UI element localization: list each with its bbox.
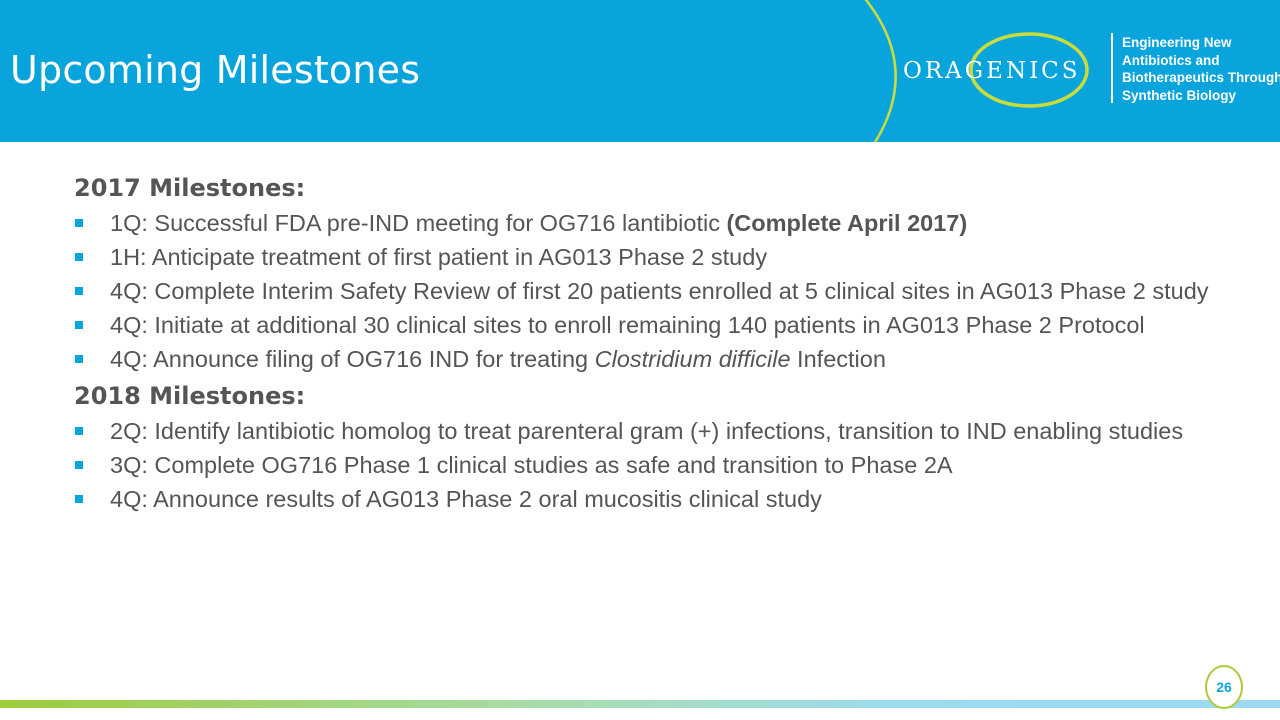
item-text: Infection [790, 346, 886, 372]
square-bullet-icon [75, 287, 83, 295]
section-heading-2017: 2017 Milestones: [74, 174, 306, 202]
section-heading-2018: 2018 Milestones: [74, 382, 306, 410]
page-number: 26 [1205, 665, 1243, 709]
list-item: 4Q: Initiate at additional 30 clinical s… [74, 312, 1210, 338]
square-bullet-icon [75, 427, 83, 435]
slide-title: Upcoming Milestones [10, 48, 421, 92]
logo-tagline: Engineering New Antibiotics and Biothera… [1122, 34, 1280, 104]
tagline-line: Biotherapeutics Through [1122, 70, 1280, 85]
square-bullet-icon [75, 219, 83, 227]
tagline-line: Antibiotics and [1122, 52, 1220, 68]
list-item: 4Q: Announce results of AG013 Phase 2 or… [74, 486, 1210, 512]
item-status: (Complete April 2017) [726, 210, 968, 236]
item-text: 1Q: Successful FDA pre-IND meeting for O… [110, 210, 727, 236]
square-bullet-icon [75, 355, 83, 363]
item-text: 1H: Anticipate treatment of first patien… [110, 244, 768, 270]
footer-gradient-bar [0, 700, 1280, 708]
milestones-2018-list: 2Q: Identify lantibiotic homolog to trea… [74, 418, 1214, 512]
tagline-line: Synthetic Biology [1122, 87, 1237, 103]
item-text: 3Q: Complete OG716 Phase 1 clinical stud… [110, 452, 953, 478]
tagline-line: Engineering New [1122, 35, 1232, 50]
item-text: 4Q: Announce results of AG013 Phase 2 or… [110, 486, 822, 512]
slide-body: 2017 Milestones: 1Q: Successful FDA pre-… [74, 172, 1214, 520]
oragenics-logo: ORAGENICS [903, 58, 1081, 84]
item-text: 4Q: Complete Interim Safety Review of fi… [110, 278, 1209, 304]
list-item: 1H: Anticipate treatment of first patien… [74, 244, 1210, 270]
list-item: 3Q: Complete OG716 Phase 1 clinical stud… [74, 452, 1210, 478]
logo-divider [1111, 33, 1113, 103]
slide-header: Upcoming Milestones ORAGENICS Engineerin… [0, 0, 1280, 142]
list-item: 1Q: Successful FDA pre-IND meeting for O… [74, 210, 1210, 236]
list-item: 4Q: Announce filing of OG716 IND for tre… [74, 346, 1210, 372]
square-bullet-icon [75, 253, 83, 261]
organism-name: Clostridium difficile [594, 346, 791, 372]
list-item: 2Q: Identify lantibiotic homolog to trea… [74, 418, 1210, 444]
item-text: 4Q: Announce filing of OG716 IND for tre… [110, 346, 595, 372]
square-bullet-icon [75, 461, 83, 469]
logo-arc-decoration [864, 0, 1089, 142]
milestones-2017-list: 1Q: Successful FDA pre-IND meeting for O… [74, 210, 1214, 372]
list-item: 4Q: Complete Interim Safety Review of fi… [74, 278, 1210, 304]
square-bullet-icon [75, 321, 83, 329]
square-bullet-icon [75, 495, 83, 503]
item-text: 2Q: Identify lantibiotic homolog to trea… [110, 418, 1184, 444]
item-text: 4Q: Initiate at additional 30 clinical s… [110, 312, 1145, 338]
